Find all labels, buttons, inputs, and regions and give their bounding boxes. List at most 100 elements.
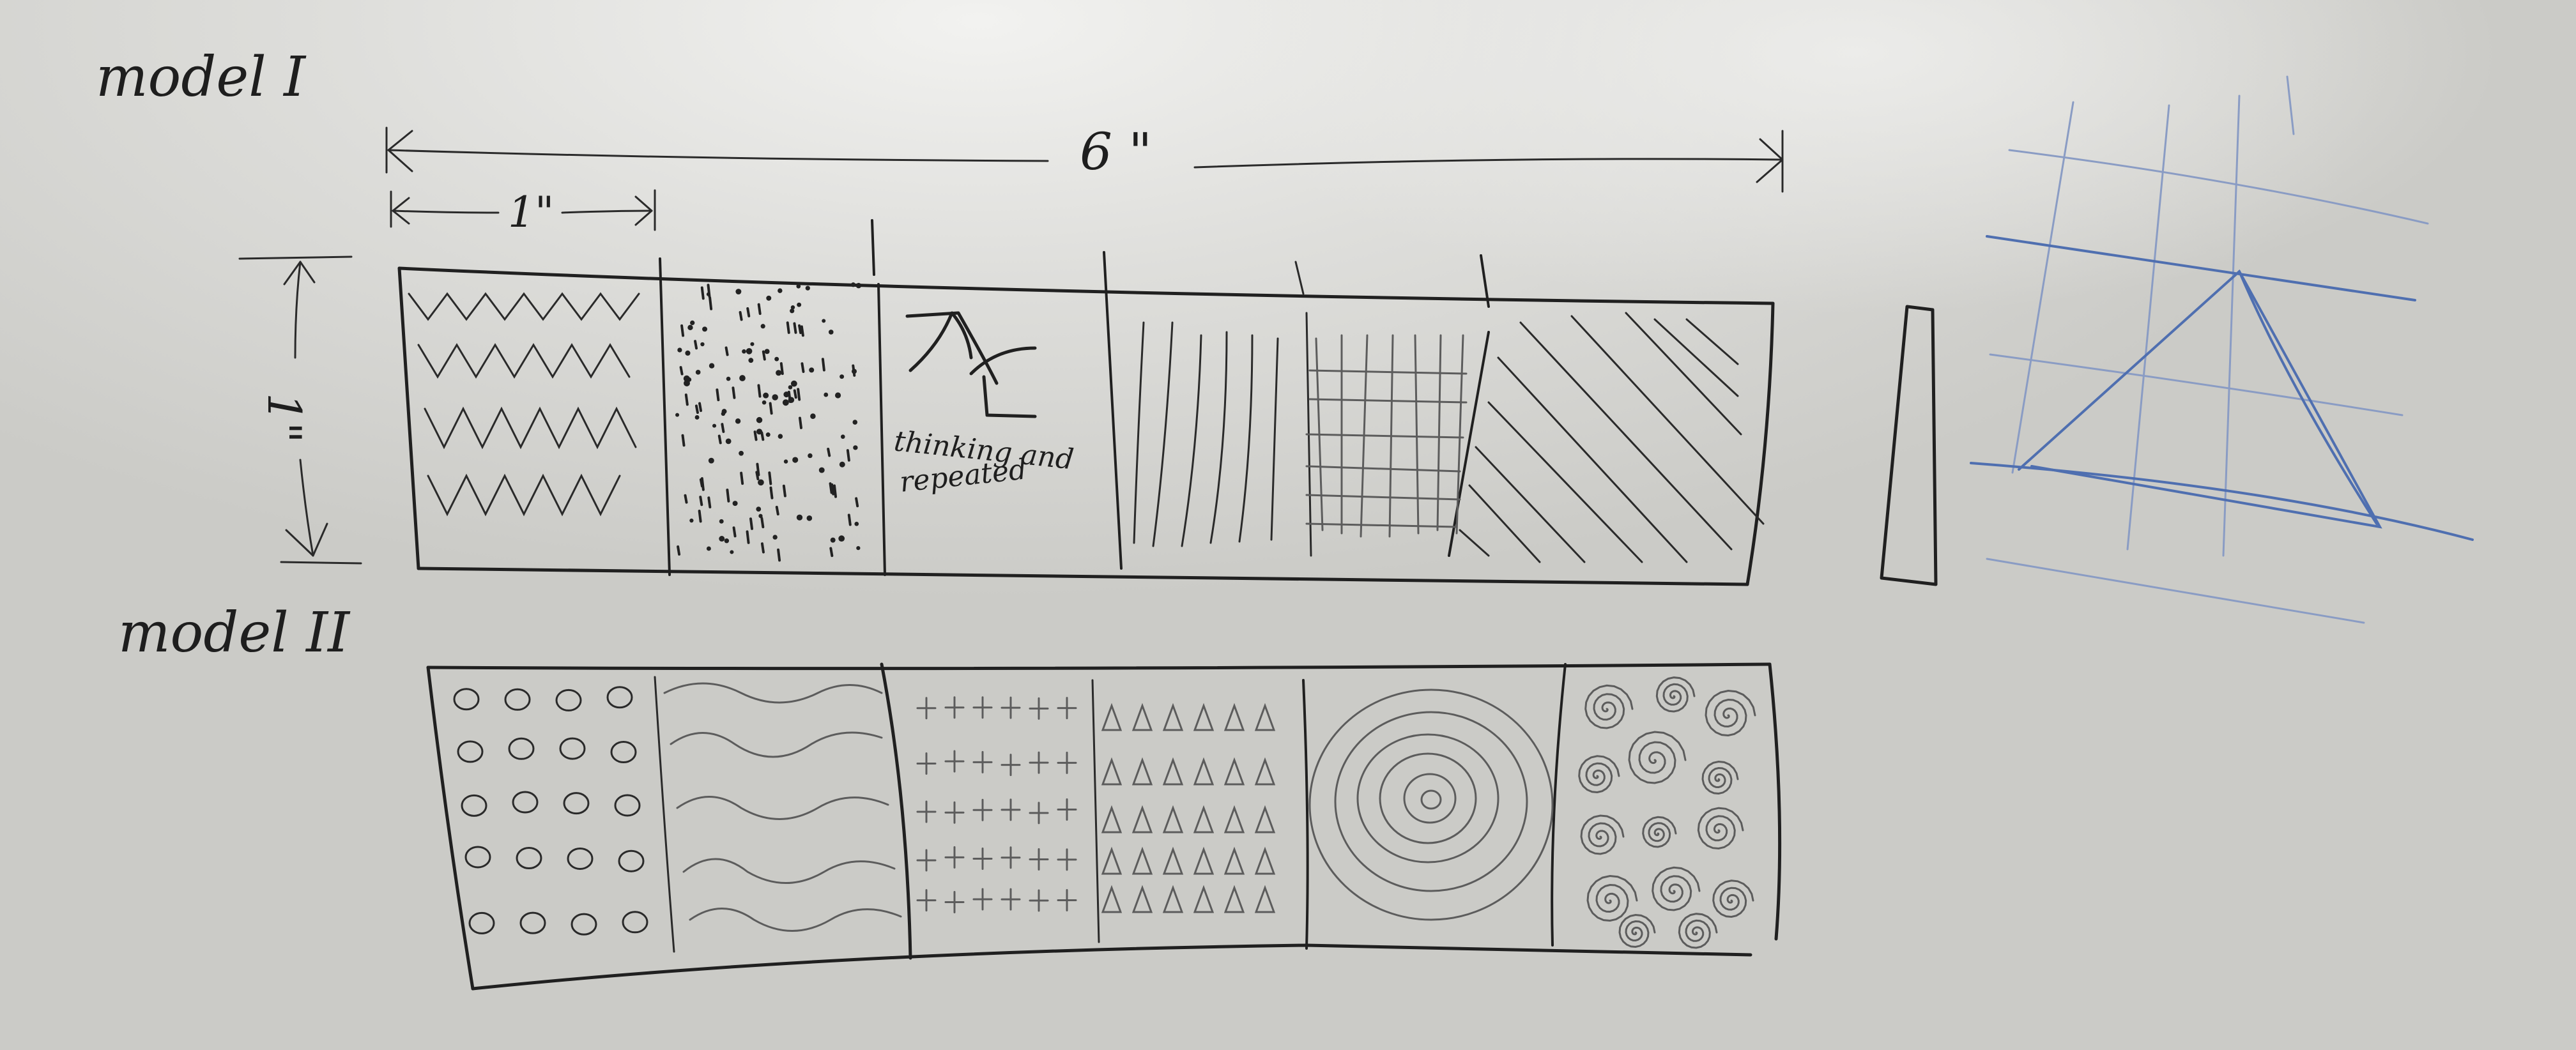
circle-mark [457, 740, 484, 763]
dot-mark [788, 397, 795, 403]
dash-mark [721, 423, 725, 433]
dot-mark [790, 380, 797, 387]
spiral-mark [1712, 879, 1754, 918]
dot-mark [782, 399, 789, 406]
dash-mark [709, 296, 713, 310]
dot-mark [756, 429, 763, 435]
model-2-strip [426, 662, 1782, 991]
dot-mark [838, 535, 845, 542]
triangle-mark [1254, 703, 1276, 731]
dot-mark [739, 450, 744, 456]
dot-mark [756, 416, 763, 423]
dot-mark [683, 375, 690, 382]
dot-mark [700, 342, 705, 347]
triangle-mark [1101, 846, 1123, 875]
spiral-mark [1580, 814, 1625, 855]
dot-mark [828, 330, 834, 335]
dash-mark [680, 324, 685, 337]
dot-mark [788, 385, 793, 390]
triangle-mark [1223, 703, 1245, 731]
dot-mark [818, 467, 825, 473]
dot-mark [790, 305, 795, 310]
triangle-mark [1193, 846, 1215, 875]
dot-mark [694, 415, 700, 420]
plus-mark [916, 889, 937, 912]
plus-signs-pattern-tile [916, 696, 1077, 914]
triangle-mark [1193, 805, 1215, 833]
circle-mark [559, 737, 586, 760]
dash-mark [746, 307, 751, 317]
circle-mark [618, 849, 645, 872]
plus-mark [1000, 846, 1021, 869]
dot-mark [796, 514, 803, 521]
dash-mark [700, 477, 705, 491]
dash-mark [801, 362, 805, 373]
dash-mark [732, 526, 737, 538]
dot-mark [778, 434, 783, 439]
circle-mark [606, 686, 633, 709]
triangle-mark [1254, 805, 1276, 833]
concentric-circles-tile [1308, 689, 1554, 921]
dash-mark [846, 449, 850, 462]
dot-mark [702, 326, 708, 332]
dash-mark [797, 388, 801, 401]
dot-mark [834, 392, 841, 399]
dot-mark [850, 282, 856, 287]
dash-mark [798, 324, 802, 335]
circle-mark [519, 911, 546, 934]
triangle-mark [1101, 703, 1123, 731]
dot-mark [695, 369, 701, 375]
triangle-mark [1254, 757, 1276, 786]
plus-mark [1057, 751, 1077, 774]
grid-pattern-tile [1305, 334, 1468, 538]
dot-mark [739, 375, 746, 381]
plus-mark [916, 849, 937, 872]
dash-mark [755, 471, 760, 481]
diagonal-lines-tile [1459, 312, 1765, 563]
dash-mark [756, 462, 760, 476]
circle-mark [571, 913, 597, 936]
plus-mark [1029, 848, 1049, 871]
dot-mark [774, 356, 779, 361]
dash-mark [793, 389, 797, 399]
spiral-mark [1652, 866, 1701, 911]
dash-mark [757, 384, 762, 398]
dot-mark [762, 400, 767, 405]
dot-mark [772, 535, 778, 540]
circle-mark [563, 792, 590, 815]
triangle-mark [1131, 846, 1153, 875]
dot-mark [690, 320, 695, 326]
dash-mark [707, 284, 711, 298]
dot-mark [725, 438, 732, 445]
triangle-mark [1162, 846, 1184, 875]
spirals-pattern-tile [1578, 676, 1756, 949]
dot-mark [822, 319, 826, 323]
plus-mark [944, 750, 965, 773]
dot-mark [763, 392, 769, 399]
dash-mark [762, 350, 766, 361]
circle-mark [453, 688, 480, 711]
tile-width-dimension-arrow: 1" [390, 188, 656, 237]
plus-mark [1000, 798, 1021, 821]
zigzag-pattern-tile [408, 292, 640, 517]
dot-mark [856, 546, 861, 551]
plus-mark [944, 696, 965, 719]
model-2-label: model II [118, 601, 351, 665]
plus-mark [1029, 889, 1049, 912]
dot-mark [797, 302, 802, 307]
plus-mark [1029, 751, 1049, 774]
plus-mark [944, 891, 965, 914]
dash-mark [829, 547, 834, 558]
dash-mark [694, 404, 699, 414]
dot-mark [684, 380, 690, 386]
plus-mark [1057, 798, 1077, 821]
perspective-triangle-sketch [1970, 75, 2474, 624]
dash-mark [726, 488, 730, 503]
circle-mark [508, 737, 535, 760]
dot-mark [806, 515, 813, 521]
triangle-mark [1162, 885, 1184, 913]
dash-mark [831, 483, 835, 496]
dot-mark [746, 348, 753, 354]
triangle-mark [1101, 805, 1123, 833]
dot-mark [687, 324, 693, 330]
